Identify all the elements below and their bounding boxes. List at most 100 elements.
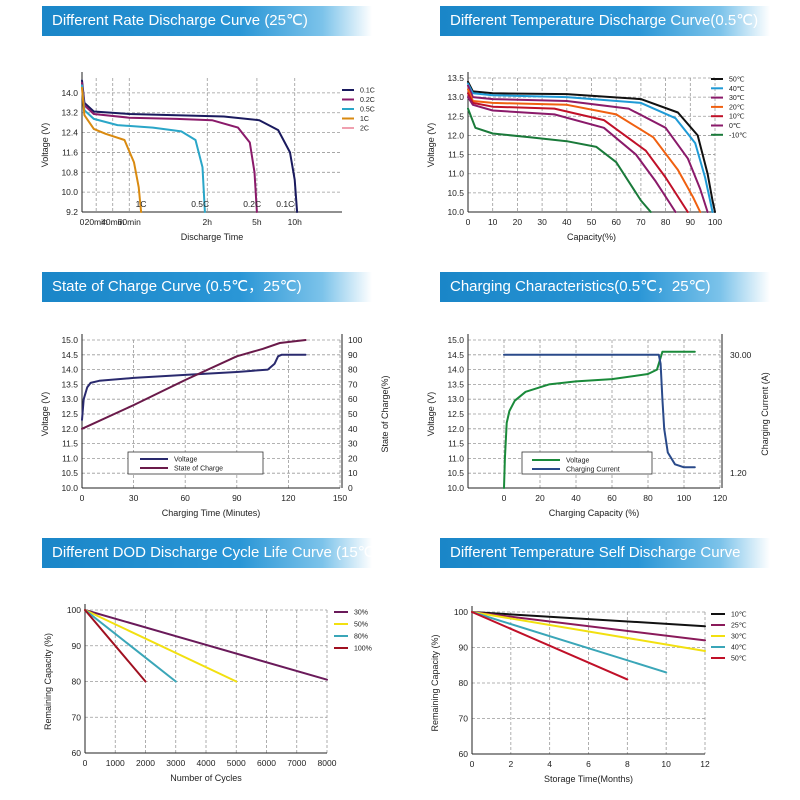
legend-label: 25℃: [731, 623, 747, 630]
y-tick-label: 14.0: [61, 88, 78, 98]
y2-tick-label: 40: [348, 424, 358, 434]
series-line: [471, 611, 706, 642]
y-axis-title: Remaining Capacity (%): [43, 633, 53, 730]
series-line: [467, 96, 677, 213]
series-line: [84, 609, 238, 683]
y-tick-label: 13.0: [61, 394, 78, 404]
y2-tick-label: 10: [348, 468, 358, 478]
x-tick-label: 40min: [101, 217, 124, 227]
x-axis-title: Number of Cycles: [170, 773, 242, 783]
x-tick-label: 4000: [197, 758, 216, 768]
series-line: [471, 611, 629, 681]
x-tick-label: 150: [333, 493, 347, 503]
x-axis-title: Discharge Time: [181, 232, 244, 242]
x-tick-label: 10: [488, 217, 498, 227]
chart-title: Different DOD Discharge Cycle Life Curve…: [42, 538, 372, 568]
x-tick-label: 0: [83, 758, 88, 768]
y2-tick-label: 20: [348, 453, 358, 463]
series-line: [467, 88, 702, 213]
data-annotation: 0.5C: [191, 199, 209, 209]
y-tick-label: 12.0: [447, 424, 464, 434]
series-line: [81, 86, 143, 213]
y-axis-title: Voltage (V): [426, 123, 436, 168]
legend-label: 1C: [360, 116, 369, 123]
chart-title: Charging Characteristics(0.5℃，25℃): [440, 272, 770, 302]
y-tick-label: 100: [67, 605, 81, 615]
y2-tick-label: 30: [348, 439, 358, 449]
y-tick-label: 10.0: [447, 483, 464, 493]
series-line: [467, 107, 652, 213]
state-of-charge-panel: State of Charge Curve (0.5℃，25℃) 0 30 60 90…: [0, 266, 400, 532]
legend-label: 0.1C: [360, 88, 375, 95]
series-line: [84, 609, 177, 683]
x-tick-label: 90: [232, 493, 242, 503]
x-axis-title: Capacity(%): [567, 232, 616, 242]
y-tick-label: 13.5: [61, 379, 78, 389]
legend-label: 50℃: [731, 656, 747, 663]
x-tick-label: 90: [686, 217, 696, 227]
y2-tick-label: 0: [348, 483, 353, 493]
legend-label: 20℃: [729, 104, 745, 111]
series-line: [471, 611, 668, 674]
y-tick-label: 11.0: [62, 453, 78, 463]
legend-label: 40℃: [731, 645, 747, 652]
x-tick-label: 60: [611, 217, 621, 227]
series-line: [503, 350, 696, 489]
x-tick-label: 40: [571, 493, 581, 503]
y-tick-label: 13.5: [447, 379, 464, 389]
x-tick-label: 3000: [166, 758, 185, 768]
series-line: [467, 82, 714, 213]
y-tick-label: 15.0: [61, 335, 78, 345]
series-line: [84, 609, 328, 681]
x-tick-label: 0: [466, 217, 471, 227]
series-line: [467, 80, 716, 213]
legend-label: State of Charge: [174, 466, 223, 473]
x-tick-label: 10: [661, 759, 671, 769]
y-tick-label: 14.0: [61, 365, 78, 375]
x-tick-label: 8000: [318, 758, 337, 768]
series-line: [81, 79, 299, 213]
y-tick-label: 10.0: [61, 483, 78, 493]
legend-label: 80%: [354, 634, 368, 641]
legend-label: 0.5C: [360, 107, 375, 114]
series-line: [471, 611, 706, 628]
x-tick-label: 20: [513, 217, 523, 227]
self-discharge-panel: Different Temperature Self Discharge Cur…: [400, 532, 800, 798]
x-axis-title: Storage Time(Months): [544, 774, 633, 784]
chart-title: Different Temperature Discharge Curve(0.…: [440, 6, 770, 36]
y-tick-label: 100: [454, 607, 468, 617]
legend-label: Voltage: [566, 458, 589, 465]
y-tick-label: 12.0: [447, 130, 464, 140]
y-tick-label: 80: [72, 677, 82, 687]
y-tick-label: 12.0: [61, 424, 78, 434]
x-tick-label: 10h: [288, 217, 302, 227]
x-tick-label: 6000: [257, 758, 276, 768]
series-line: [467, 84, 709, 213]
legend-label: 100%: [354, 646, 372, 653]
y-tick-label: 10.5: [61, 468, 78, 478]
y-tick-label: 13.5: [447, 73, 464, 83]
x-tick-label: 20: [535, 493, 545, 503]
y-tick-label: 11.5: [448, 439, 464, 449]
y-tick-label: 12.5: [61, 409, 78, 419]
x-tick-label: 120: [713, 493, 727, 503]
y2-tick-label: 1.20: [730, 468, 747, 478]
y-axis-title: Voltage (V): [40, 123, 50, 168]
y-axis-title: Voltage (V): [40, 392, 50, 437]
y-tick-label: 9.2: [66, 207, 78, 217]
legend-label: 50%: [354, 622, 368, 629]
x-tick-label: 40: [562, 217, 572, 227]
x-tick-label: 0: [80, 217, 85, 227]
y-tick-label: 10.0: [61, 187, 78, 197]
legend-label: 2C: [360, 126, 369, 133]
chart-title: Different Rate Discharge Curve (25℃): [42, 6, 372, 36]
state-of-charge-chart: 0 30 60 90 120 150 10.0 10.5 11.0 11.5 12.0 12.5 13.…: [40, 334, 390, 518]
y-tick-label: 12.5: [447, 111, 464, 121]
data-annotation: 0.1C: [276, 199, 294, 209]
rate-discharge-panel: Different Rate Discharge Curve (25℃) 0 20…: [0, 0, 400, 266]
y-tick-label: 15.0: [447, 335, 464, 345]
charging-characteristics-panel: Charging Characteristics(0.5℃，25℃) 0 20 40…: [400, 266, 800, 532]
series-line: [84, 609, 147, 683]
y-tick-label: 12.4: [61, 128, 78, 138]
